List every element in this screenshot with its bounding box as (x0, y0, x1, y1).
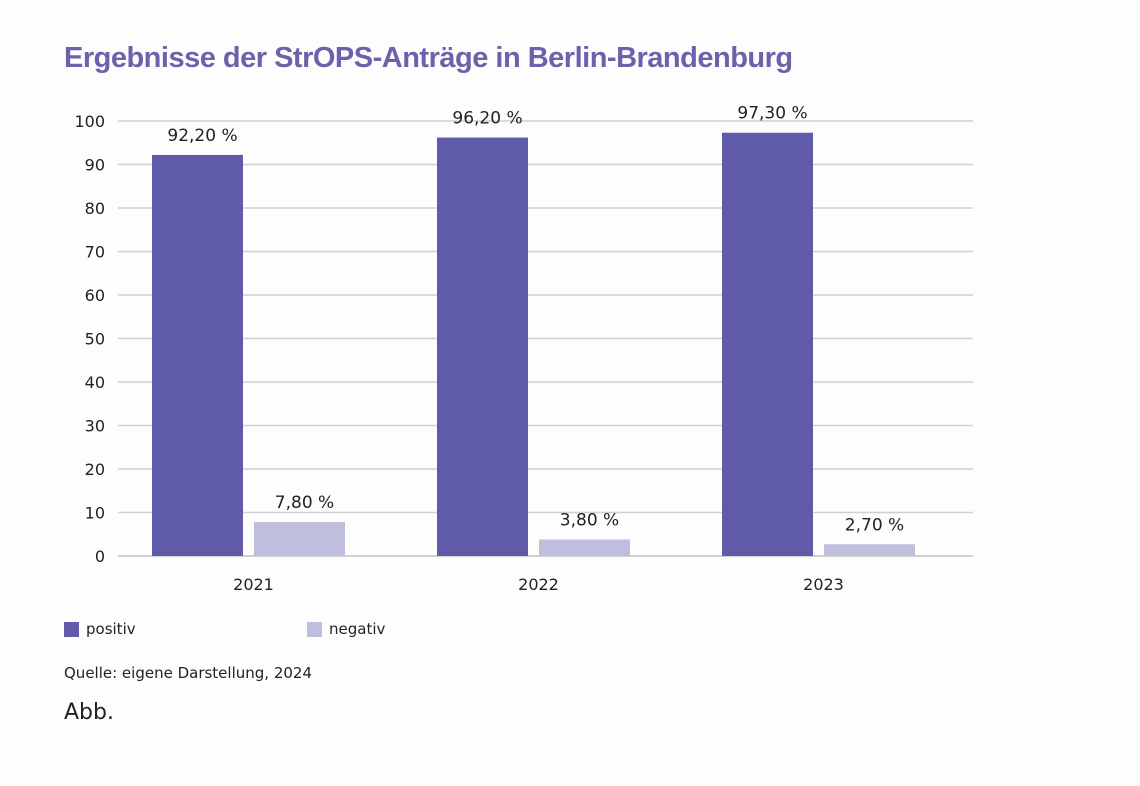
bar-positiv-2023 (722, 132, 813, 556)
data-label: 3,80 % (560, 510, 619, 530)
y-tick-label: 80 (85, 199, 105, 218)
x-tick-label: 2021 (233, 575, 274, 594)
y-tick-label: 0 (95, 547, 105, 566)
figure-caption: Abb. (64, 700, 114, 725)
y-tick-label: 40 (85, 373, 105, 392)
legend-label-negativ: negativ (329, 620, 386, 638)
data-label: 2,70 % (845, 515, 904, 535)
legend-swatch-positiv (64, 621, 79, 637)
x-tick-label: 2023 (803, 575, 844, 594)
y-tick-label: 20 (85, 460, 105, 479)
y-tick-label: 100 (74, 112, 105, 131)
chart-title: Ergebnisse der StrOPS-Anträge in Berlin-… (64, 42, 793, 74)
y-tick-label: 90 (85, 156, 105, 175)
source-note: Quelle: eigene Darstellung, 2024 (64, 664, 312, 682)
y-tick-label: 60 (85, 286, 105, 305)
y-tick-label: 70 (85, 243, 105, 262)
legend-label-positiv: positiv (86, 620, 136, 638)
bar-positiv-2022 (437, 137, 528, 556)
x-tick-label: 2022 (518, 575, 559, 594)
y-tick-label: 30 (85, 417, 105, 436)
bar-positiv-2021 (152, 154, 243, 556)
bar-negativ-2022 (539, 539, 630, 556)
bar-negativ-2023 (824, 544, 915, 556)
data-label: 92,20 % (167, 126, 237, 146)
data-label: 96,20 % (452, 109, 522, 129)
legend-item-negativ: negativ (307, 620, 385, 638)
legend-item-positiv: positiv (64, 620, 136, 638)
y-tick-label: 50 (85, 330, 105, 349)
data-label: 7,80 % (275, 493, 334, 513)
y-tick-label: 10 (85, 504, 105, 523)
bar-negativ-2021 (254, 522, 345, 556)
data-label: 97,30 % (737, 104, 807, 124)
legend-swatch-negativ (307, 621, 322, 637)
